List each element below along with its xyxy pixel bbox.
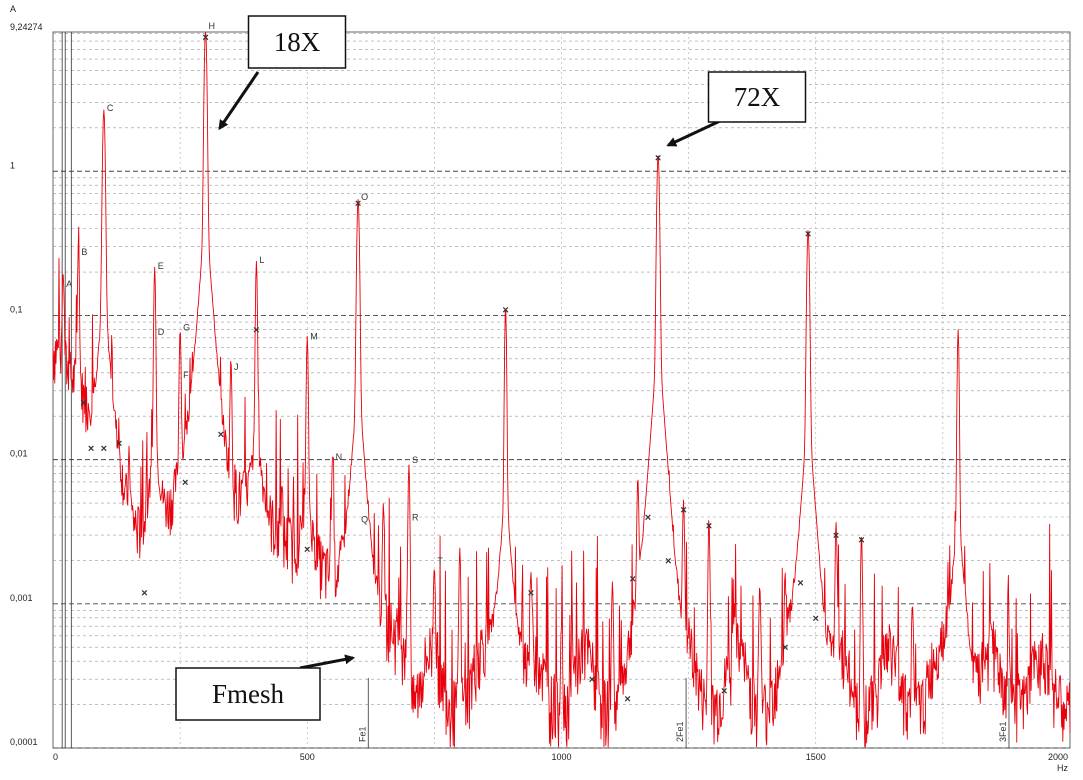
x-unit-label: Hz [1057, 763, 1068, 773]
peak-marker: × [182, 477, 188, 489]
x-tick-label: 1500 [806, 752, 826, 762]
peak-marker: × [80, 397, 86, 409]
callout-arrow [666, 119, 721, 147]
peak-label: A [66, 279, 72, 289]
peak-label: E [158, 261, 164, 271]
callout-arrow [218, 71, 260, 131]
x-tick-label: 1000 [551, 752, 571, 762]
callout-label: 72X [734, 82, 781, 112]
peak-marker: × [655, 152, 661, 164]
callout-box [707, 71, 807, 123]
peak-marker: × [629, 573, 635, 585]
y-tick-label: 1 [10, 160, 15, 170]
cursor-label: Fe1 [357, 726, 367, 742]
peak-label: Q [361, 514, 368, 524]
callout-arrow [299, 654, 356, 670]
spectrum-line [52, 31, 1071, 748]
peak-label: F [183, 370, 189, 380]
peak-label: O [361, 192, 368, 202]
peak-marker: × [706, 520, 712, 532]
x-tick-label: 2000 [1048, 752, 1068, 762]
peak-marker: × [116, 438, 122, 450]
peak-marker: × [813, 613, 819, 625]
cursor-layer: Fe1 2Fe1 3Fe1 [61, 32, 1010, 748]
annotation-layer: 18X 72X Fmesh [175, 15, 807, 721]
peak-marker: × [304, 544, 310, 556]
peak-marker: × [680, 505, 686, 517]
peak-marker: × [797, 578, 803, 590]
peak-marker: × [805, 229, 811, 241]
peak-marker: × [528, 587, 534, 599]
peak-label: D [158, 327, 165, 337]
y-tick-label: 9,24274 [10, 22, 43, 32]
callout-box [247, 15, 347, 69]
peak-marker: × [355, 198, 361, 210]
peak-marker: × [589, 674, 595, 686]
callout-label: Fmesh [212, 679, 285, 709]
marker-layer: × × × × × × × × × × × × × × × × × × × × × × × × × × × × A B C D E F G H J L M N… [66, 21, 865, 706]
peak-marker: × [101, 443, 107, 455]
y-tick-label: 0,001 [10, 593, 33, 603]
peak-marker: × [502, 304, 508, 316]
plot-frame [52, 31, 1071, 749]
peak-label: G [183, 322, 190, 332]
callout-label: 18X [274, 27, 321, 57]
x-tick-label: 500 [300, 752, 315, 762]
peak-label: R [412, 513, 419, 523]
peak-label: C [107, 103, 114, 113]
y-axis-label: A [10, 4, 16, 14]
y-tick-label: 0,01 [10, 449, 28, 459]
cursor-label: 2Fe1 [675, 721, 685, 742]
peak-marker: × [858, 534, 864, 546]
peak-label: M [310, 331, 318, 341]
peak-marker: × [665, 555, 671, 567]
peak-label: B [81, 247, 87, 257]
peak-marker: × [782, 642, 788, 654]
peak-label: J [234, 362, 239, 372]
y-tick-label: 0,0001 [10, 737, 38, 747]
peak-label: S [412, 455, 418, 465]
peak-marker: × [202, 32, 208, 44]
peak-marker: × [721, 686, 727, 698]
peak-label: N [336, 452, 343, 462]
peak-marker: × [141, 587, 147, 599]
grid-layer [52, 31, 1071, 749]
x-tick-label: 0 [53, 752, 58, 762]
peak-marker: × [88, 443, 94, 455]
peak-marker: × [645, 512, 651, 524]
callout-box [175, 667, 321, 721]
peak-marker: × [253, 324, 259, 336]
y-tick-label: 0,1 [10, 304, 23, 314]
peak-marker: × [833, 530, 839, 542]
peak-marker: × [218, 429, 224, 441]
peak-marker: × [624, 694, 630, 706]
cursor-label: 3Fe1 [998, 721, 1008, 742]
peak-label: H [209, 21, 216, 31]
peak-label: L [259, 255, 264, 265]
peak-label: T [437, 556, 443, 566]
